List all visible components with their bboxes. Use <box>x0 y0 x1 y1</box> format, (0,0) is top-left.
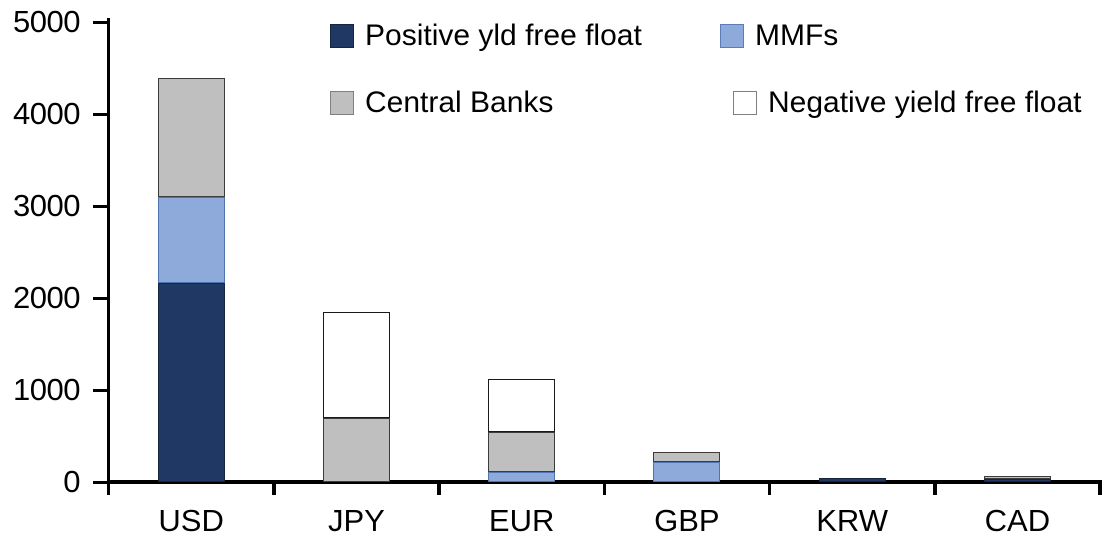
y-tick-label: 4000 <box>13 96 80 131</box>
bar-segment-eur-negative-yield-free-float <box>488 378 556 433</box>
legend-swatch-negative-yield-free-float <box>733 91 757 115</box>
legend-item-negative-yield-free-float: Negative yield free float <box>733 88 1082 118</box>
legend-item-central-banks: Central Banks <box>330 88 553 118</box>
legend-item-mmfs: MMFs <box>720 21 838 51</box>
x-axis-tick <box>1098 482 1102 495</box>
legend-label: Negative yield free float <box>768 86 1082 119</box>
bar-segment-usd-central-banks <box>157 78 225 197</box>
bar-segment-cad-positive-yld-free-float <box>983 478 1051 482</box>
y-tick-label: 5000 <box>13 4 80 39</box>
x-axis-tick <box>767 482 772 495</box>
bar-segment-krw-positive-yld-free-float <box>818 477 886 482</box>
y-axis-tick <box>92 112 107 116</box>
x-axis-label-cad: CAD <box>984 503 1051 538</box>
bar-segment-eur-mmfs <box>488 471 556 482</box>
legend-item-positive-yld-free-float: Positive yld free float <box>330 21 642 51</box>
legend-label: MMFs <box>755 19 839 52</box>
x-axis-tick <box>106 482 111 495</box>
x-axis-label-gbp: GBP <box>654 503 720 538</box>
x-axis-tick <box>437 482 441 495</box>
y-tick-label: 1000 <box>13 372 80 407</box>
y-axis-tick <box>92 204 107 208</box>
x-axis-label-usd: USD <box>158 503 224 538</box>
y-axis-tick <box>92 388 107 392</box>
bar-segment-usd-positive-yld-free-float <box>157 283 225 482</box>
legend-swatch-mmfs <box>720 24 744 48</box>
x-axis-label-eur: EUR <box>488 503 555 538</box>
y-tick-label: 0 <box>63 464 80 499</box>
bar-segment-usd-mmfs <box>157 196 225 284</box>
legend-label: Central Banks <box>365 86 554 119</box>
bar-segment-jpy-negative-yield-free-float <box>322 312 390 418</box>
bar-segment-jpy-central-banks <box>322 417 390 482</box>
x-axis-tick <box>272 482 276 495</box>
y-axis-tick <box>92 20 107 24</box>
x-axis-label-krw: KRW <box>816 503 888 538</box>
y-axis-tick <box>92 480 107 484</box>
bar-segment-eur-central-banks <box>488 432 556 472</box>
y-tick-label: 3000 <box>13 188 80 223</box>
x-axis-tick <box>602 482 606 495</box>
bar-segment-cad-central-banks <box>983 475 1051 479</box>
legend-label: Positive yld free float <box>365 19 642 52</box>
y-axis-tick <box>92 296 107 300</box>
bar-segment-gbp-mmfs <box>653 462 721 482</box>
legend-swatch-positive-yld-free-float <box>330 24 354 48</box>
y-axis-line <box>106 18 111 484</box>
x-axis-label-jpy: JPY <box>327 503 385 538</box>
y-tick-label: 2000 <box>13 280 80 315</box>
legend-swatch-central-banks <box>330 91 354 115</box>
bar-segment-gbp-central-banks <box>653 451 721 463</box>
x-axis-tick <box>933 482 937 495</box>
